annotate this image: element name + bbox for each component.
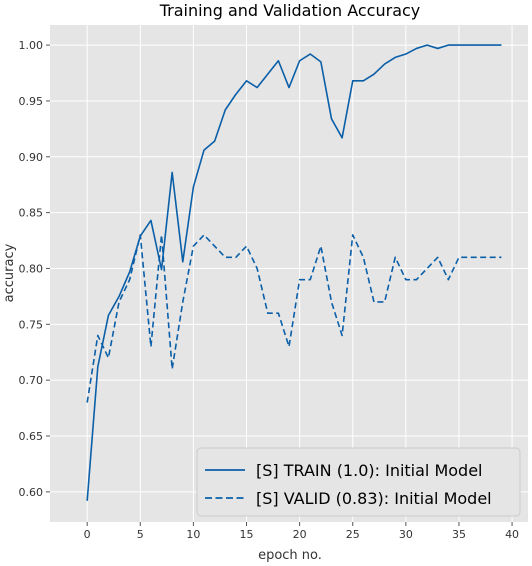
train-accuracy-line xyxy=(86,44,502,501)
y-axis-label: accuracy xyxy=(2,243,17,302)
legend-train-label: [S] TRAIN (1.0): Initial Model xyxy=(256,461,483,480)
y-tick-label: 0.95 xyxy=(19,95,44,108)
x-ticks: 0 5 10 15 20 25 30 35 40 xyxy=(84,522,519,541)
chart-title: Training and Validation Accuracy xyxy=(159,1,421,20)
x-tick-label: 5 xyxy=(137,528,144,541)
x-tick-label: 40 xyxy=(505,528,519,541)
plot-area xyxy=(50,25,528,522)
legend: [S] TRAIN (1.0): Initial Model [S] VALID… xyxy=(196,447,521,517)
y-tick-label: 0.85 xyxy=(19,207,44,220)
x-tick-label: 10 xyxy=(186,528,200,541)
grid-lines xyxy=(50,25,528,522)
y-tick-label: 0.60 xyxy=(19,486,44,499)
y-ticks: 0.60 0.65 0.70 0.75 0.80 0.85 0.90 0.95 1.00 xyxy=(19,39,50,499)
x-tick-label: 0 xyxy=(84,528,91,541)
y-tick-label: 0.65 xyxy=(19,430,44,443)
x-tick-label: 20 xyxy=(293,528,307,541)
x-tick-label: 35 xyxy=(452,528,466,541)
y-tick-label: 0.90 xyxy=(19,151,44,164)
series-lines xyxy=(86,44,502,501)
y-tick-label: 0.75 xyxy=(19,318,44,331)
y-tick-label: 1.00 xyxy=(19,39,44,52)
x-tick-label: 30 xyxy=(399,528,413,541)
y-tick-label: 0.70 xyxy=(19,374,44,387)
y-tick-label: 0.80 xyxy=(19,262,44,275)
x-axis-label: epoch no. xyxy=(258,548,322,563)
x-tick-label: 25 xyxy=(346,528,360,541)
x-tick-label: 15 xyxy=(240,528,254,541)
valid-accuracy-line xyxy=(86,234,502,403)
legend-valid-label: [S] VALID (0.83): Initial Model xyxy=(256,489,492,508)
legend-box xyxy=(196,447,521,517)
